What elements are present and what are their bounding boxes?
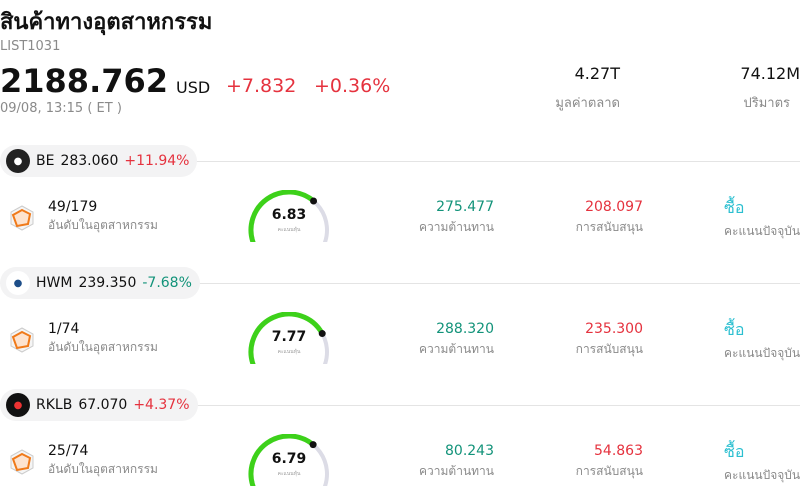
rank: 1/74 (48, 321, 80, 337)
rank: 49/179 (48, 199, 98, 215)
stock-logo: ● (6, 393, 30, 417)
stock-change: +11.94% (124, 153, 190, 169)
score-label: คะแนนหุ้น (278, 226, 301, 233)
stock-price: 67.070 (78, 397, 128, 413)
gauge-dot (310, 197, 318, 205)
icon-shape (11, 452, 32, 472)
icon-shape (11, 330, 32, 350)
stat-label: ปริมาตร (743, 96, 790, 111)
score: 6.83 (272, 207, 307, 223)
support: 208.097 (585, 199, 643, 215)
price: 2188.762 (0, 62, 169, 100)
rank-label: อันดับในอุตสาหกรรม (48, 340, 158, 354)
stock-symbol: BE (36, 153, 55, 169)
rating-label: คะแนนปัจจุบัน (724, 468, 800, 482)
score-gauge: 7.77 คะแนนหุ้น (248, 312, 329, 364)
icon-shape (11, 208, 32, 228)
stock-price: 283.060 (60, 153, 119, 169)
support-label: การสนับสนุน (575, 464, 643, 478)
change-pct: +0.36% (314, 75, 391, 97)
rank: 25/74 (48, 443, 89, 459)
resistance: 275.477 (436, 199, 494, 215)
rating: ซื้อ (724, 198, 745, 217)
stock-pill[interactable]: ● HWM 239.350 -7.68% (0, 267, 200, 299)
score-label: คะแนนหุ้น (278, 348, 301, 355)
support-label: การสนับสนุน (575, 342, 643, 356)
rating: ซื้อ (724, 320, 745, 339)
score-label: คะแนนหุ้น (278, 470, 301, 477)
time: 09/08, 13:15 ( ET ) (0, 101, 122, 116)
code: LIST1031 (0, 39, 61, 54)
rating: ซื้อ (724, 442, 745, 461)
resistance: 80.243 (445, 443, 494, 459)
stock-change: +4.37% (133, 397, 190, 413)
resistance-label: ความต้านทาน (419, 342, 494, 356)
currency: USD (176, 78, 211, 97)
stat-label: มูลค่าตลาด (555, 96, 620, 111)
stock-price: 239.350 (78, 275, 137, 291)
support-label: การสนับสนุน (575, 220, 643, 234)
change: +7.832 (226, 75, 297, 97)
gauge-fill (248, 190, 317, 242)
gauge-fill (248, 434, 316, 486)
rank-icon (10, 205, 34, 231)
stat-value: 4.27T (574, 64, 620, 83)
stock-pill[interactable]: ● RKLB 67.070 +4.37% (0, 389, 198, 421)
title: สินค้าทางอุตสาหกรรม (0, 10, 213, 35)
score-gauge: 6.79 คะแนนหุ้น (248, 434, 329, 486)
rating-label: คะแนนปัจจุบัน (724, 346, 800, 360)
gauge-fill (248, 312, 325, 364)
stock-logo: ● (6, 149, 30, 173)
stock-symbol: HWM (36, 275, 73, 291)
stat-value: 74.12M (740, 64, 800, 83)
divider (0, 161, 800, 162)
rating-label: คะแนนปัจจุบัน (724, 224, 800, 238)
stock-logo: ● (6, 271, 30, 295)
stock-pill[interactable]: ● BE 283.060 +11.94% (0, 145, 198, 177)
support: 54.863 (594, 443, 643, 459)
score: 6.79 (272, 451, 307, 467)
support: 235.300 (585, 321, 643, 337)
score: 7.77 (272, 329, 307, 345)
stock-change: -7.68% (142, 275, 192, 291)
rank-icon (10, 449, 34, 475)
divider (0, 405, 800, 406)
stock-symbol: RKLB (36, 397, 73, 413)
rank-label: อันดับในอุตสาหกรรม (48, 462, 158, 476)
rank-label: อันดับในอุตสาหกรรม (48, 218, 158, 232)
resistance-label: ความต้านทาน (419, 464, 494, 478)
gauge-dot (309, 441, 317, 449)
resistance-label: ความต้านทาน (419, 220, 494, 234)
rank-icon (10, 327, 34, 353)
gauge-dot (318, 330, 326, 338)
resistance: 288.320 (436, 321, 494, 337)
score-gauge: 6.83 คะแนนหุ้น (248, 190, 329, 242)
divider (0, 283, 800, 284)
